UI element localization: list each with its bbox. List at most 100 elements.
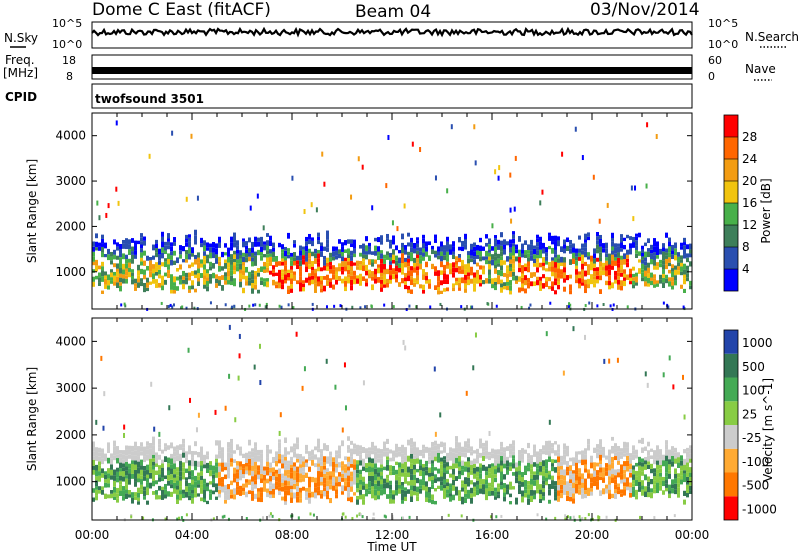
power-cell: [101, 234, 104, 239]
velocity-cell: [323, 477, 326, 484]
velocity-cell: [287, 490, 290, 496]
power-cell: [599, 252, 602, 258]
power-cell: [668, 257, 671, 263]
power-cell: [356, 275, 359, 279]
power-cell: [599, 275, 602, 281]
velocity-cell: [401, 485, 404, 490]
velocity-cell: [95, 447, 98, 452]
power-cell: [332, 251, 335, 257]
velocity-cell: [245, 482, 248, 488]
velocity-cell: [107, 473, 110, 479]
velocity-cell: [575, 470, 578, 475]
power-cell: [443, 245, 446, 250]
power-cell: [428, 279, 431, 284]
power-cell: [557, 262, 560, 269]
velocity-cell: [665, 483, 668, 488]
power-cell: [362, 243, 365, 249]
velocity-cell: [311, 459, 314, 466]
power-cell: [665, 278, 668, 284]
velocity-cell: [170, 479, 173, 485]
velocity-cell: [473, 491, 476, 497]
power-cell: [416, 270, 419, 276]
velocity-scatter-point: [168, 405, 171, 411]
velocity-cell: [623, 489, 626, 496]
power-cell: [656, 251, 659, 255]
power-cell: [521, 269, 524, 274]
power-cell: [479, 237, 482, 243]
power-cell: [188, 237, 191, 242]
velocity-cell: [509, 493, 512, 498]
velocity-cell: [320, 465, 323, 472]
velocity-cell: [599, 449, 602, 455]
y-tick-label: 2000: [55, 219, 86, 233]
power-cell: [539, 236, 542, 242]
power-cell: [647, 283, 650, 287]
velocity-cell: [158, 474, 161, 478]
power-cell: [347, 254, 350, 259]
velocity-cell: [410, 444, 413, 448]
velocity-cell: [119, 475, 122, 481]
velocity-cell: [626, 452, 629, 456]
power-cell: [425, 275, 428, 281]
power-cell: [680, 242, 683, 247]
power-cell: [197, 277, 200, 282]
power-cell: [179, 250, 182, 255]
power-cell: [569, 284, 572, 291]
velocity-cell: [527, 484, 530, 490]
velocity-cell: [431, 476, 434, 480]
power-cell: [620, 255, 623, 260]
velocity-cell: [335, 489, 338, 495]
velocity-cell: [425, 486, 428, 492]
power-cell: [191, 285, 194, 290]
power-cell: [476, 250, 479, 255]
velocity-cell: [611, 474, 614, 478]
velocity-cell: [461, 496, 464, 501]
power-cell: [389, 261, 392, 265]
velocity-cell: [668, 484, 671, 491]
velocity-cell: [173, 482, 176, 489]
velocity-cell: [590, 473, 593, 478]
noise-panel: [91, 21, 693, 49]
velocity-cell: [467, 461, 470, 468]
velocity-cell: [350, 486, 353, 492]
power-cell: [194, 288, 197, 293]
power-cell: [323, 255, 326, 260]
power-cell: [347, 274, 350, 278]
velocity-scatter-point: [562, 370, 565, 376]
power-cell: [482, 246, 485, 251]
power-cell: [572, 243, 575, 248]
velocity-cell: [653, 468, 656, 473]
power-cell: [674, 269, 677, 276]
power-cell: [293, 252, 296, 258]
velocity-cell: [290, 464, 293, 468]
power-cell: [530, 250, 533, 256]
velocity-cell: [158, 469, 161, 475]
velocity-cell: [227, 442, 230, 448]
velocity-cell: [266, 492, 269, 498]
power-scatter-point: [645, 183, 648, 189]
power-cell: [347, 265, 350, 270]
velocity-cell: [257, 491, 260, 498]
velocity-ground-point: [269, 512, 272, 516]
power-cell: [308, 233, 311, 240]
power-cell: [548, 285, 551, 290]
velocity-cell: [545, 477, 548, 482]
velocity-cell: [608, 458, 611, 465]
power-cell: [668, 262, 671, 267]
power-cell: [302, 255, 305, 260]
velocity-cell: [464, 461, 467, 467]
velocity-cell: [521, 453, 524, 460]
velocity-cell: [254, 461, 257, 466]
power-cell: [386, 238, 389, 242]
velocity-cell: [179, 457, 182, 462]
velocity-cell: [107, 494, 110, 499]
power-scatter-point: [148, 153, 151, 159]
velocity-cell: [368, 462, 371, 467]
velocity-cell: [368, 490, 371, 495]
power-cell: [242, 252, 245, 257]
velocity-cell: [611, 445, 614, 450]
power-cell: [614, 260, 617, 266]
power-cell: [542, 274, 545, 279]
velocity-cell: [398, 467, 401, 472]
power-ground-point: [359, 306, 362, 310]
